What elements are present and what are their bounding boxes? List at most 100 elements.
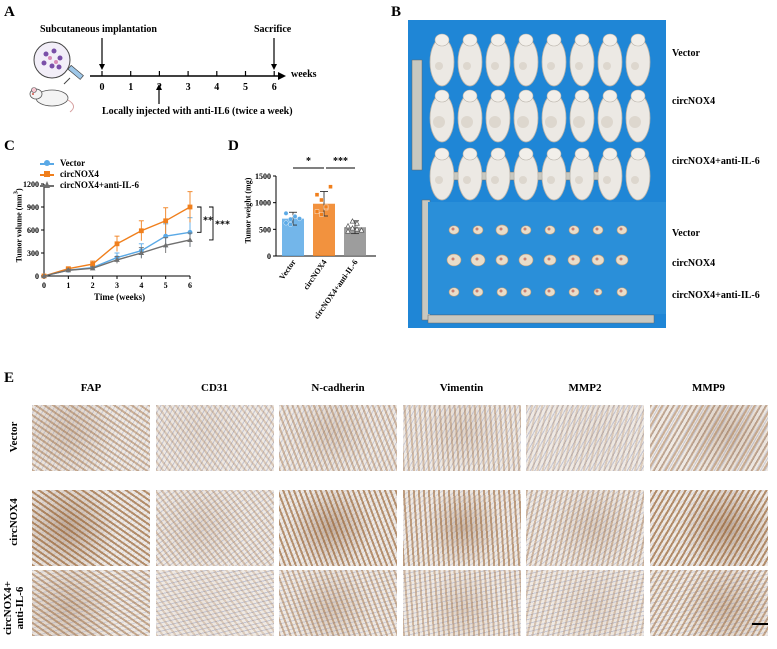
weight-bar: [313, 203, 335, 256]
tumor-vessel: [499, 289, 503, 293]
mice-photo-drawing: [411, 33, 666, 324]
tumor-vessel: [451, 289, 455, 293]
volume-xtick-label: 3: [115, 281, 119, 290]
injection-label: Locally injected with anti-IL6 (twice a …: [102, 106, 293, 117]
ihc-image: [402, 570, 521, 636]
volume-point: [162, 242, 169, 248]
tumor-vessel: [619, 227, 623, 231]
weight-point: [345, 228, 351, 234]
ihc-image: [402, 490, 521, 566]
mouse-tumor: [491, 62, 499, 70]
weight-point: [288, 216, 293, 222]
ihc-image: [526, 490, 644, 566]
volume-point: [65, 267, 72, 273]
weeks-label: weeks: [291, 69, 317, 80]
volume-chart-svg: 0 300 600 900 1200 0 1 2 3 4 5 6 ** ***: [23, 180, 230, 290]
volume-xtick-label: 2: [91, 281, 95, 290]
tumor-vessel: [451, 227, 455, 231]
mouse-head: [490, 33, 506, 47]
mouse-tumor: [461, 116, 473, 128]
timeline-tick-label: 4: [214, 82, 219, 93]
mouse-tumor: [601, 116, 613, 128]
photo-label-circnox4: circNOX4: [672, 96, 716, 107]
tumor-vessel: [571, 257, 575, 261]
ihc-column-header: CD31: [201, 382, 228, 394]
petri-dish-icon: [33, 41, 71, 79]
ihc-image: [649, 490, 768, 566]
tumor-vessel: [547, 227, 551, 231]
weight-bar: [282, 218, 304, 256]
mouse-tumor: [435, 176, 443, 184]
mouse-tumor: [517, 116, 529, 128]
mouse-tumor: [519, 176, 527, 184]
volume-xtick-label: 5: [164, 281, 168, 290]
weight-point: [358, 227, 365, 233]
mouse-head: [630, 33, 646, 47]
ihc-column-header: Vimentin: [439, 382, 484, 394]
weight-point: [349, 225, 356, 231]
scale-bar: [752, 623, 768, 625]
ihc-column-header: MMP9: [692, 382, 725, 394]
tumor-horizontal-ruler: [427, 314, 655, 324]
mouse-tumor: [547, 176, 555, 184]
volume-point: [138, 228, 144, 234]
sig-star-1: **: [203, 216, 213, 227]
sacrifice-label: Sacrifice: [254, 24, 292, 35]
volume-point: [187, 204, 193, 210]
mouse-head: [434, 147, 450, 161]
ihc-image: [279, 570, 397, 636]
tumor-vessel: [499, 257, 503, 261]
mouse-tumor: [603, 62, 611, 70]
weight-point: [319, 212, 324, 217]
weight-point: [354, 220, 360, 226]
weight-bar: [344, 227, 366, 256]
tumor-vessel: [547, 289, 551, 293]
volume-point: [163, 218, 169, 224]
mouse-tumor: [631, 176, 639, 184]
mouse-tumor: [491, 176, 499, 184]
tumor-vessel: [451, 257, 455, 261]
ihc-image: [526, 570, 644, 636]
mouse-head: [518, 33, 534, 47]
tumor-vessel: [475, 289, 479, 293]
sig-bracket-1: [197, 206, 202, 233]
weight-point: [292, 214, 298, 219]
tumor-vessel: [571, 289, 575, 293]
photo-label-circnox4-anti-il6: circNOX4+anti-IL-6: [672, 156, 760, 167]
volume-point: [41, 273, 47, 278]
weight-sig-star-2: ***: [333, 156, 348, 167]
mouse-tumor: [545, 116, 557, 128]
weight-point: [319, 197, 324, 203]
weight-point: [297, 216, 302, 222]
ihc-image: [649, 405, 768, 471]
tumor-vessel: [475, 227, 479, 231]
sig-star-2: ***: [215, 219, 230, 230]
volume-ytick-label: 300: [27, 249, 39, 258]
mouse-head: [462, 147, 478, 161]
mouse-tumor: [629, 116, 641, 128]
ihc-row-label: Vector: [8, 421, 20, 453]
timeline-tick-label: 5: [243, 82, 248, 93]
volume-chart: 0 300 600 900 1200 0 1 2 3 4 5 6 ** *** Tumor volume …: [4, 150, 240, 306]
ihc-image: [155, 405, 274, 471]
legend-circnox4-anti-il6: circNOX4+anti-IL-6: [40, 180, 139, 191]
volume-point: [187, 236, 193, 242]
mouse-head: [490, 147, 506, 161]
ihc-image: [279, 405, 397, 471]
tumor-vessel: [475, 257, 479, 261]
volume-xtick-label: 4: [139, 281, 143, 290]
volume-ytick-label: 0: [35, 272, 39, 281]
ihc-image: [155, 490, 274, 566]
ihc-image: [402, 405, 521, 471]
ihc-row-label: circNOX4+ anti-IL-6: [2, 581, 26, 635]
mouse-head: [546, 147, 562, 161]
tumor-vessel: [523, 289, 527, 293]
volume-point: [138, 250, 145, 255]
volume-legend: Vector circNOX4 circNOX4+anti-IL-6: [40, 158, 139, 191]
mouse-head: [574, 33, 590, 47]
mouse-tumor: [435, 62, 443, 70]
mouse-tumor: [603, 176, 611, 184]
